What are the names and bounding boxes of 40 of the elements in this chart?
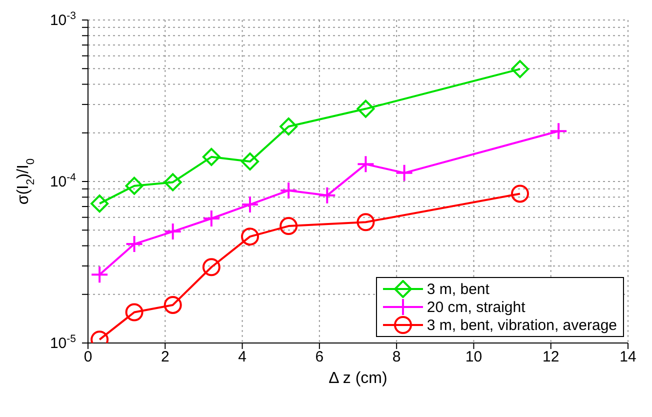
- point: [511, 60, 529, 78]
- point: [356, 155, 375, 174]
- point: [164, 222, 182, 241]
- x-tick-label: 2: [160, 348, 170, 366]
- point: [202, 210, 220, 228]
- point: [395, 164, 414, 182]
- x-tick-label: 8: [392, 348, 401, 366]
- x-tick-label: 10: [465, 348, 482, 366]
- point: [280, 181, 298, 200]
- x-tick-label: 0: [84, 348, 92, 366]
- point: [125, 176, 144, 195]
- legend-label: 20 cm, straight: [426, 298, 526, 316]
- point: [318, 186, 336, 204]
- point: [202, 258, 220, 276]
- point: [125, 303, 144, 322]
- point: [511, 184, 529, 203]
- point: [164, 173, 182, 192]
- legend-label: 3 m, bent: [426, 280, 490, 298]
- point: [280, 118, 298, 136]
- point: [356, 213, 375, 232]
- y-tick-label: 10$^{-5}$: [50, 333, 76, 352]
- point: [280, 217, 298, 236]
- legend-label: 3 m, bent, vibration, average: [426, 316, 617, 334]
- point: [241, 228, 259, 246]
- x-tick-label: 14: [620, 348, 636, 366]
- x-tick-label: 4: [238, 348, 246, 366]
- point: [241, 152, 259, 170]
- x-axis-title: Δ z (cm): [328, 370, 388, 387]
- point: [125, 235, 144, 254]
- x-tick-label: 12: [542, 348, 560, 366]
- point: [90, 194, 109, 213]
- x-tick-label: 6: [315, 348, 324, 366]
- y-tick-label: 10$^{-4}$: [50, 172, 76, 190]
- point: [90, 266, 109, 284]
- point: [550, 122, 568, 140]
- point: [241, 196, 259, 214]
- y-tick-label: 10$^{-3}$: [50, 10, 76, 29]
- point: [356, 100, 375, 118]
- point: [202, 148, 220, 166]
- point: [164, 296, 182, 314]
